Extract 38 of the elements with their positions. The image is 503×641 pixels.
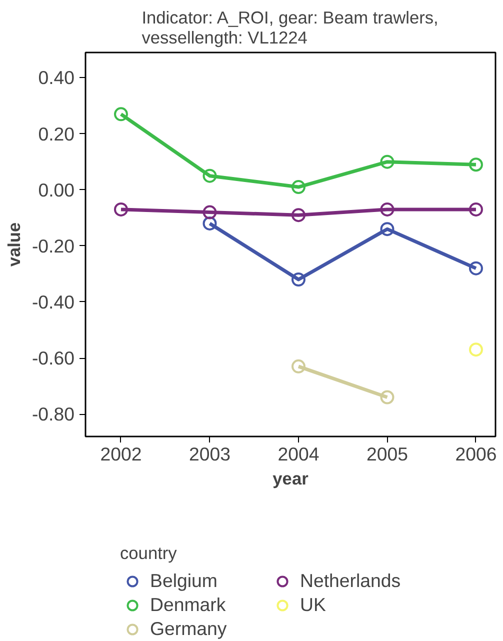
y-tick-label: 0.00: [38, 179, 74, 200]
point: [291, 180, 306, 194]
x-tick-label: 2002: [100, 444, 142, 464]
point: [468, 202, 483, 216]
point: [468, 261, 483, 276]
point: [468, 158, 483, 172]
legend-label: Belgium: [150, 570, 218, 592]
y-tick-label: 0.40: [38, 67, 74, 88]
point: [468, 342, 483, 357]
y-axis-title: value: [4, 222, 24, 267]
y-tick-label: 0.20: [38, 123, 74, 144]
point: [380, 222, 394, 236]
legend-label: Germany: [150, 618, 228, 640]
y-tick-label: -0.40: [32, 291, 75, 312]
legend-label: UK: [300, 594, 327, 616]
point: [114, 202, 128, 216]
point: [380, 202, 394, 216]
x-axis-title: year: [272, 468, 309, 488]
chart-title: Indicator: A_ROI, gear: Beam trawlers, vessellength: VL1224: [142, 8, 438, 48]
point: [291, 272, 306, 287]
x-tick-label: 2005: [366, 444, 408, 464]
legend-label: Denmark: [150, 594, 227, 616]
y-tick-label: -0.80: [32, 404, 75, 425]
y-tick-label: -0.60: [32, 348, 75, 369]
y-tick-label: -0.20: [32, 235, 75, 256]
point: [380, 390, 394, 404]
legend-label: Netherlands: [300, 570, 402, 592]
point: [291, 359, 306, 374]
legend-title: country: [120, 543, 178, 564]
x-tick-label: 2003: [188, 444, 231, 464]
point: [114, 107, 128, 122]
point: [291, 208, 306, 222]
point: [380, 154, 394, 169]
point: [202, 168, 217, 183]
x-tick-label: 2006: [455, 444, 497, 464]
x-tick-label: 2004: [278, 444, 320, 464]
point: [202, 216, 217, 230]
point: [202, 205, 217, 220]
